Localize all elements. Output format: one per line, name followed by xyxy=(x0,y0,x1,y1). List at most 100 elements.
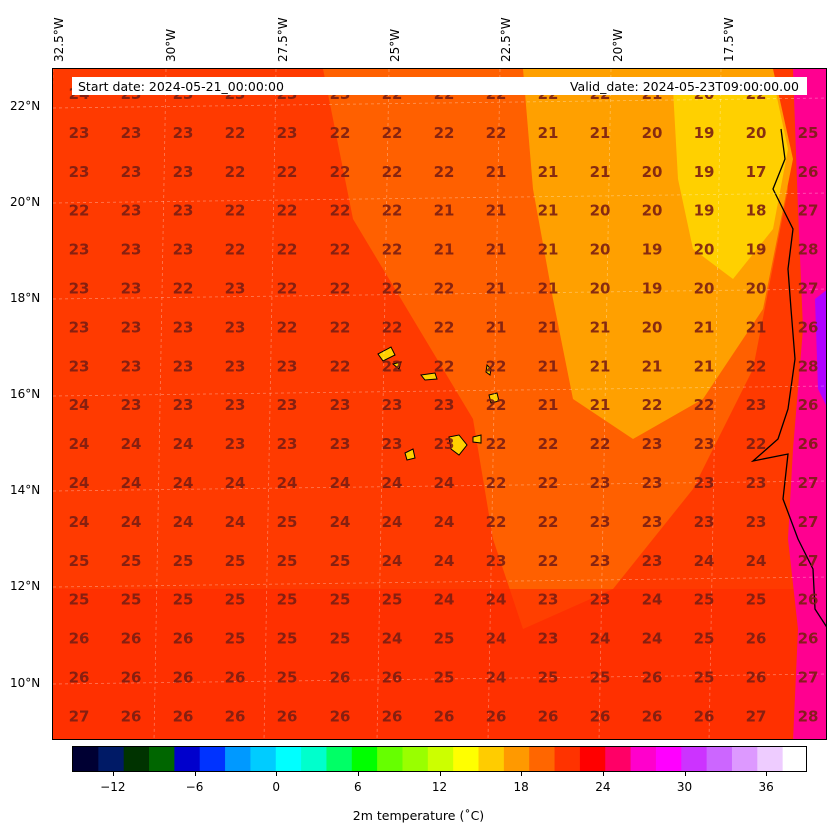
grid-value: 22 xyxy=(382,202,403,220)
grid-value: 25 xyxy=(225,552,246,570)
latitude-label: 16°N xyxy=(10,387,41,401)
colorbar xyxy=(72,746,807,772)
grid-value: 21 xyxy=(694,318,715,336)
grid-value: 20 xyxy=(590,202,611,220)
grid-value: 25 xyxy=(434,669,455,687)
grid-value: 23 xyxy=(642,513,663,531)
grid-value: 24 xyxy=(382,474,403,492)
grid-value: 20 xyxy=(642,202,663,220)
grid-value: 26 xyxy=(277,707,298,725)
latitude-label: 22°N xyxy=(10,99,41,113)
island-3 xyxy=(485,363,492,376)
grid-value: 22 xyxy=(486,474,507,492)
grid-value: 21 xyxy=(434,202,455,220)
coastal-hot-strip xyxy=(788,69,826,739)
grid-value: 22 xyxy=(330,357,351,375)
grid-value: 22 xyxy=(277,163,298,181)
grid-value: 24 xyxy=(173,513,194,531)
colorbar-segment xyxy=(782,747,806,771)
grid-value: 22 xyxy=(434,124,455,142)
grid-value: 22 xyxy=(486,357,507,375)
grid-value: 25 xyxy=(69,591,90,609)
grid-value: 26 xyxy=(121,630,142,648)
grid-value: 23 xyxy=(694,474,715,492)
grid-value: 22 xyxy=(330,124,351,142)
grid-value: 22 xyxy=(538,513,559,531)
grid-value: 26 xyxy=(746,630,767,648)
grid-value: 25 xyxy=(746,591,767,609)
grid-value: 22 xyxy=(277,241,298,259)
grid-value: 27 xyxy=(798,280,819,298)
grid-value: 23 xyxy=(746,396,767,414)
grid-value: 24 xyxy=(330,474,351,492)
grid-value: 24 xyxy=(694,552,715,570)
grid-value: 23 xyxy=(434,435,455,453)
grid-value: 22 xyxy=(538,435,559,453)
grid-value: 26 xyxy=(798,163,819,181)
grid-value: 24 xyxy=(486,591,507,609)
grid-value: 19 xyxy=(642,280,663,298)
grid-value: 26 xyxy=(538,707,559,725)
grid-value: 21 xyxy=(538,241,559,259)
colorbar-tick-mark xyxy=(112,772,114,776)
grid-value: 20 xyxy=(590,241,611,259)
colorbar-tick-label: 6 xyxy=(354,780,362,794)
grid-value: 25 xyxy=(590,669,611,687)
colorbar-segment xyxy=(706,747,733,771)
grid-value: 22 xyxy=(277,318,298,336)
colorbar-segment xyxy=(630,747,657,771)
island-1 xyxy=(391,361,402,370)
grid-value: 24 xyxy=(642,591,663,609)
colorbar-tick-mark xyxy=(684,772,686,776)
lon-gridline-6 xyxy=(708,69,722,739)
colorbar-segment xyxy=(199,747,226,771)
temperature-field-south xyxy=(53,589,826,739)
grid-value: 22 xyxy=(69,202,90,220)
lon-gridline-3 xyxy=(376,69,390,739)
grid-value: 23 xyxy=(382,435,403,453)
grid-value: 26 xyxy=(798,318,819,336)
grid-value: 19 xyxy=(642,241,663,259)
grid-value: 22 xyxy=(330,241,351,259)
grid-value: 26 xyxy=(69,630,90,648)
grid-value: 23 xyxy=(173,396,194,414)
grid-value: 22 xyxy=(173,280,194,298)
grid-value: 23 xyxy=(538,630,559,648)
colorbar-tick-mark xyxy=(194,772,196,776)
grid-value: 23 xyxy=(642,552,663,570)
grid-value: 22 xyxy=(382,357,403,375)
longitude-label: 25°W xyxy=(388,28,402,62)
grid-value: 26 xyxy=(694,707,715,725)
grid-value: 25 xyxy=(330,591,351,609)
grid-value: 23 xyxy=(173,163,194,181)
longitude-label: 32.5°W xyxy=(52,17,66,62)
grid-value: 21 xyxy=(694,357,715,375)
grid-value: 26 xyxy=(382,707,403,725)
grid-value: 24 xyxy=(590,630,611,648)
grid-value: 26 xyxy=(434,707,455,725)
grid-value: 22 xyxy=(277,280,298,298)
grid-value: 23 xyxy=(225,318,246,336)
grid-value: 19 xyxy=(694,163,715,181)
grid-value: 22 xyxy=(382,280,403,298)
grid-value: 24 xyxy=(434,591,455,609)
grid-value: 26 xyxy=(173,707,194,725)
colorbar-tick-mark xyxy=(521,772,523,776)
grid-value: 23 xyxy=(173,124,194,142)
grid-value: 24 xyxy=(486,669,507,687)
grid-value: 22 xyxy=(434,163,455,181)
grid-value: 25 xyxy=(694,591,715,609)
grid-value: 24 xyxy=(173,435,194,453)
grid-value: 22 xyxy=(590,435,611,453)
lon-gridline-2 xyxy=(263,69,277,739)
grid-value: 25 xyxy=(121,591,142,609)
grid-value: 25 xyxy=(434,630,455,648)
grid-value: 24 xyxy=(434,513,455,531)
grid-value: 22 xyxy=(538,552,559,570)
grid-value: 23 xyxy=(121,241,142,259)
lon-gridline-1 xyxy=(153,69,167,739)
temperature-field-coolest xyxy=(673,79,788,279)
grid-value: 27 xyxy=(746,707,767,725)
grid-value: 24 xyxy=(173,474,194,492)
grid-value: 23 xyxy=(330,435,351,453)
